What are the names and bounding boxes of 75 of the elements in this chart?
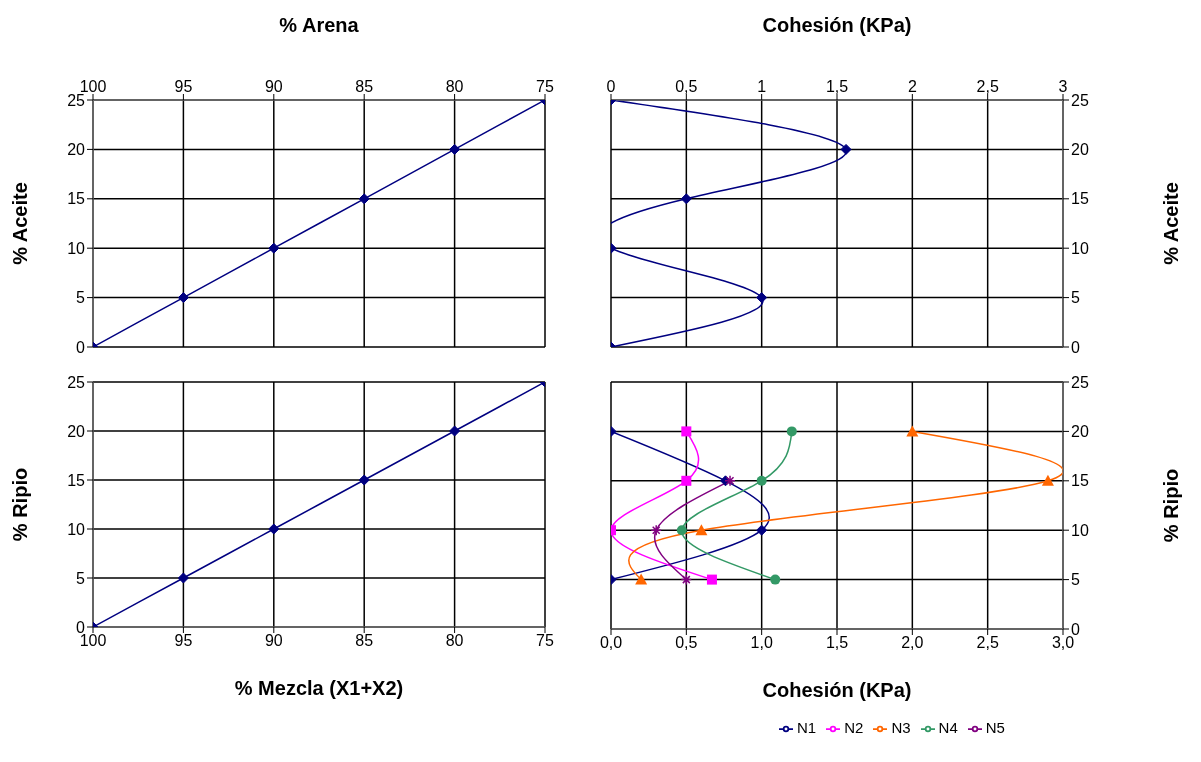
x-tick-label: 95	[174, 632, 193, 650]
legend-label: N4	[938, 719, 958, 736]
y-tick-label: 5	[76, 569, 86, 587]
x-axis-title: % Mezcla (X1+X2)	[234, 677, 404, 699]
point	[695, 524, 708, 536]
point	[650, 524, 662, 536]
y-tick-label: 15	[67, 190, 86, 208]
y-tick-label: 5	[76, 289, 86, 307]
x-tick-label: 0,5	[675, 78, 698, 95]
y-tick-label: 20	[67, 141, 86, 159]
y2-tick-label: 0	[1071, 338, 1080, 356]
x-tick-label: 80	[445, 78, 464, 95]
x-tick-label: 75	[536, 632, 554, 650]
x-tick-label: 85	[355, 632, 374, 650]
y2-tick-label: 15	[1071, 190, 1089, 208]
x-axis-title: Cohesión (KPa)	[762, 14, 912, 37]
y2-tick-label: 5	[1071, 289, 1080, 307]
y-tick-label: 20	[67, 422, 86, 440]
point	[786, 426, 797, 437]
x-tick-label: 75	[536, 78, 554, 95]
y2-axis-title: % Aceite	[1160, 182, 1183, 265]
x-axis-title: Cohesión (KPa)	[762, 679, 912, 701]
point	[770, 574, 781, 585]
x-tick-label: 1	[757, 78, 767, 95]
x-tick-label: 3,0	[1051, 634, 1075, 652]
x-tick-label: 1,5	[825, 78, 849, 95]
y2-tick-label: 20	[1071, 141, 1089, 159]
x-tick-label: 0	[606, 78, 616, 95]
x-tick-label: 95	[174, 78, 193, 95]
y-tick-label: 10	[67, 239, 86, 257]
point	[681, 426, 692, 437]
x-tick-label: 100	[79, 632, 107, 650]
legend-label: N3	[891, 719, 911, 736]
x-tick-label: 90	[264, 632, 283, 650]
y2-axis-title: % Ripio	[1160, 468, 1183, 543]
legend-label: N1	[797, 719, 817, 736]
y-tick-label: 10	[67, 520, 86, 538]
point	[268, 523, 280, 535]
legend-label: N5	[985, 719, 1005, 736]
y-tick-label: 25	[67, 373, 86, 391]
y-axis-title: % Aceite	[9, 182, 32, 265]
y2-tick-label: 25	[1071, 373, 1089, 391]
point	[681, 475, 692, 486]
y2-tick-label: 10	[1071, 239, 1089, 257]
x-tick-label: 1,0	[750, 634, 773, 652]
y-axis-title: % Ripio	[9, 467, 32, 542]
y-tick-label: 15	[67, 471, 86, 489]
x-tick-label: 1,5	[825, 634, 849, 652]
point	[358, 474, 370, 486]
x-axis-title: % Arena	[279, 14, 360, 37]
point	[1041, 474, 1054, 486]
y2-tick-label: 25	[1071, 91, 1089, 109]
x-tick-label: 0,5	[675, 634, 698, 652]
y2-tick-label: 5	[1071, 571, 1080, 589]
y-tick-label: 0	[76, 338, 86, 356]
y2-tick-label: 15	[1071, 472, 1089, 490]
x-tick-label: 2,5	[976, 634, 999, 652]
point	[906, 425, 919, 437]
x-tick-label: 2	[907, 78, 917, 95]
legend-label: N2	[844, 719, 864, 736]
y2-tick-label: 10	[1071, 521, 1089, 539]
point	[635, 573, 648, 585]
x-tick-label: 85	[355, 78, 374, 95]
y2-tick-label: 20	[1071, 423, 1089, 441]
point	[756, 475, 767, 486]
x-tick-label: 2,0	[901, 634, 924, 652]
x-tick-label: 80	[445, 632, 464, 650]
x-tick-label: 3	[1058, 78, 1068, 95]
point	[676, 525, 687, 536]
point	[680, 573, 693, 586]
point	[724, 475, 736, 487]
x-tick-label: 2,5	[976, 78, 999, 95]
x-tick-label: 90	[264, 78, 283, 95]
x-tick-label: 0,0	[599, 634, 623, 652]
point	[706, 574, 717, 585]
